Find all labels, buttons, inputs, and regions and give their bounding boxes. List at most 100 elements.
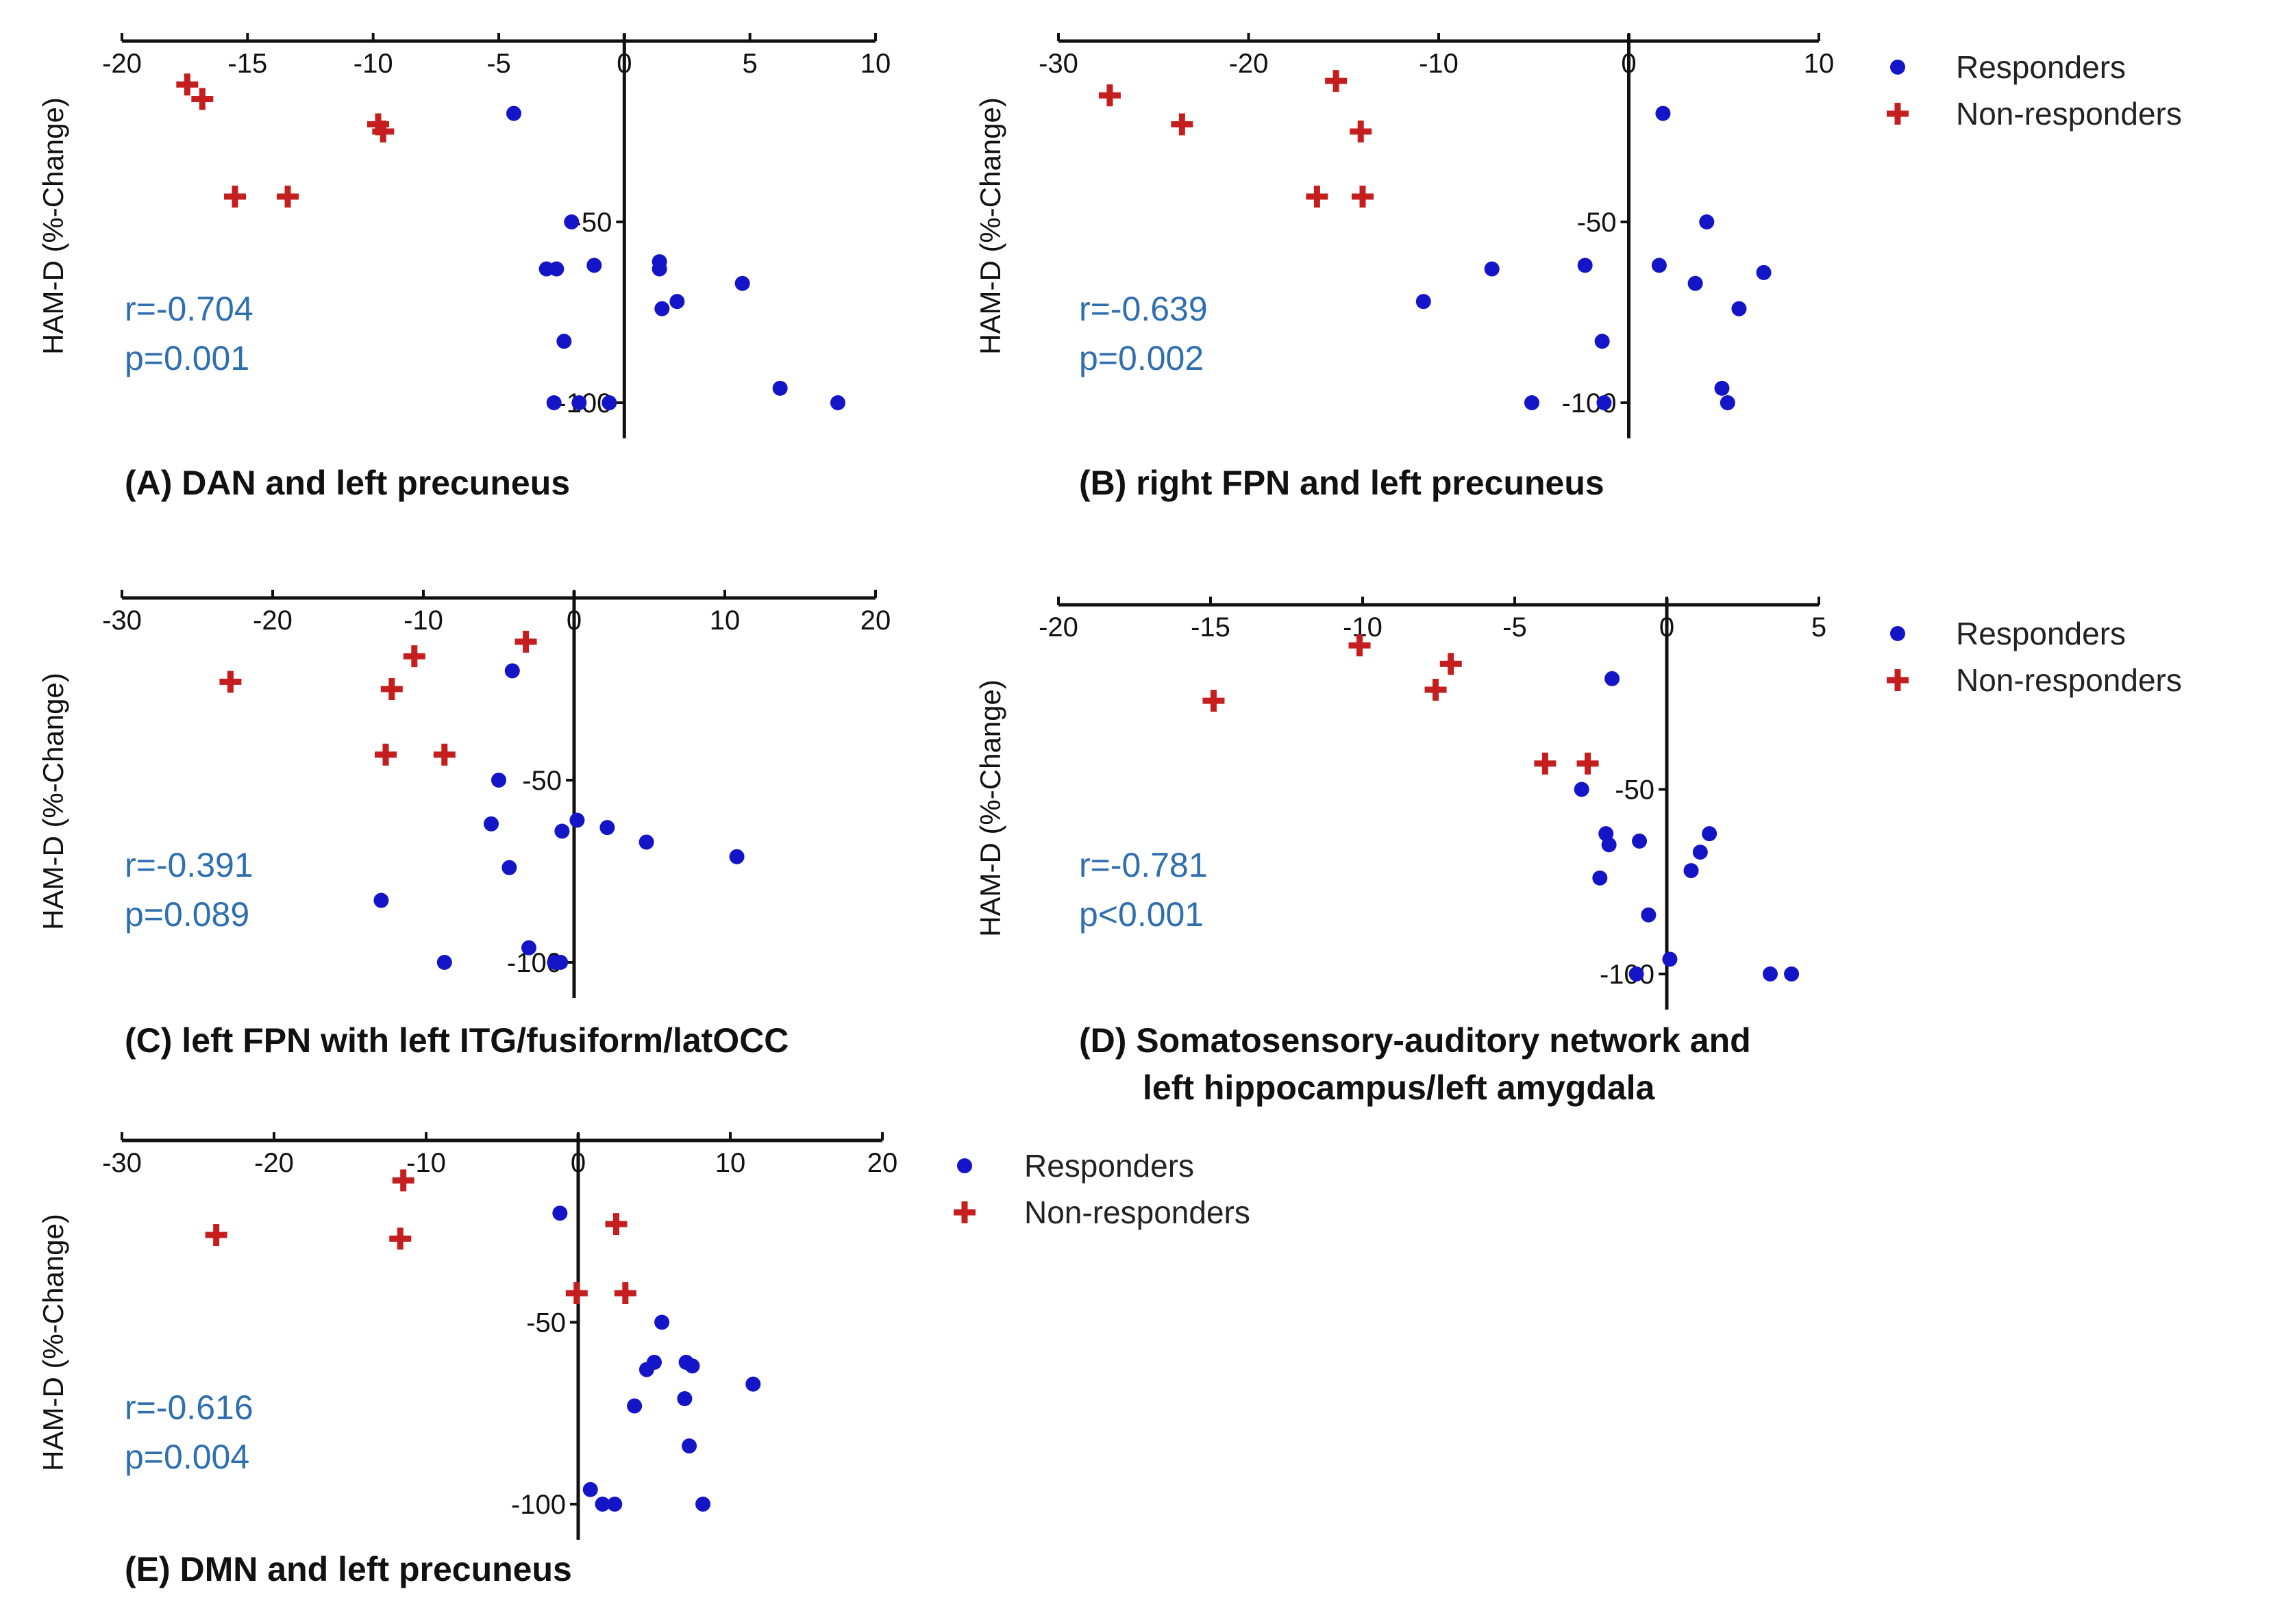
responder-point <box>1720 395 1735 410</box>
x-tick-label: -20 <box>253 605 293 636</box>
responder-point <box>1628 966 1644 982</box>
non-responder-point <box>372 121 395 142</box>
non-responder-point <box>1098 84 1121 107</box>
panel-d-r-value: r=-0.781 <box>1079 846 1208 884</box>
responder-point <box>627 1398 643 1414</box>
x-tick-label: -10 <box>404 605 443 636</box>
responder-point <box>373 892 389 908</box>
panel-c-ylabel: HAM-D (%-Change) <box>37 673 69 930</box>
responder-point <box>652 261 667 277</box>
responder-point <box>1702 826 1717 842</box>
x-tick-label: -20 <box>1039 612 1078 642</box>
responder-point <box>601 395 617 410</box>
responder-point <box>552 1205 568 1221</box>
responder-point <box>1601 837 1617 853</box>
panel-b: HAM-D (%-Change) r=-0.639 p=0.002 (B) ri… <box>974 33 2182 502</box>
panel-d-caption-line2: left hippocampus/left amygdala <box>1143 1069 1656 1107</box>
x-tick-label: -10 <box>406 1148 446 1178</box>
x-tick-label: 20 <box>867 1148 898 1178</box>
x-tick-label: -20 <box>102 49 142 79</box>
responder-point <box>506 105 521 121</box>
x-tick-label: 0 <box>617 49 632 79</box>
responder-point <box>1574 782 1589 797</box>
x-tick-label: -15 <box>1191 612 1230 642</box>
responder-point <box>677 1391 693 1407</box>
x-tick-label: -20 <box>254 1148 294 1178</box>
panel-d: HAM-D (%-Change) r=-0.781 p<0.001 (D) So… <box>974 597 2182 1107</box>
panel-b-legend: Responders Non-responders <box>1887 49 2182 132</box>
x-tick-label: -30 <box>1039 49 1078 79</box>
legend-responders-marker <box>957 1158 972 1173</box>
panel-c-plot: -30 -20 -10 0 10 20-50-100 <box>102 590 891 998</box>
x-tick-label: -5 <box>1502 612 1527 642</box>
panel-e-plot: -30 -20 -10 0 10 20-50-100 <box>102 1132 897 1540</box>
responder-point <box>772 380 788 396</box>
non-responder-point <box>1439 653 1462 675</box>
legend-non-responders-marker <box>1887 669 1909 691</box>
responder-point <box>1762 966 1778 982</box>
non-responder-point <box>191 88 214 110</box>
legend-non-responders-label: Non-responders <box>1956 662 2182 698</box>
panel-b-ylabel: HAM-D (%-Change) <box>974 97 1006 355</box>
responder-point <box>553 955 569 970</box>
responder-point <box>638 834 654 850</box>
legend-responders-marker <box>1890 60 1905 75</box>
panel-e: HAM-D (%-Change) r=-0.616 p=0.004 (E) DM… <box>37 1132 1250 1588</box>
panel-c-caption: (C) left FPN with left ITG/fusiform/latO… <box>125 1021 789 1060</box>
legend-responders-marker <box>1890 626 1905 641</box>
non-responder-point <box>565 1282 588 1305</box>
non-responder-point <box>605 1213 628 1236</box>
y-tick-label: -100 <box>1600 960 1654 990</box>
non-responder-point <box>403 645 425 668</box>
responder-point <box>745 1376 761 1392</box>
responder-point <box>1683 863 1699 879</box>
responder-point <box>654 1314 670 1330</box>
responder-point <box>734 275 750 291</box>
responder-point <box>1632 833 1648 849</box>
responder-point <box>1756 264 1772 280</box>
responder-point <box>830 395 845 410</box>
panel-d-caption-line1: (D) Somatosensory-auditory network and <box>1079 1021 1751 1060</box>
x-tick-label: 10 <box>1804 49 1835 79</box>
responder-point <box>436 955 452 970</box>
non-responder-point <box>1424 678 1447 701</box>
non-responder-point <box>224 186 246 208</box>
panel-a-ylabel: HAM-D (%-Change) <box>37 97 69 355</box>
panel-e-ylabel: HAM-D (%-Change) <box>37 1214 69 1471</box>
panel-c-r-value: r=-0.391 <box>125 846 253 884</box>
panel-b-plot: -30 -20 -10 0 10-50-100 <box>1039 33 1834 438</box>
responder-point <box>504 663 520 679</box>
x-tick-label: 20 <box>860 605 891 636</box>
responder-point <box>1524 395 1539 410</box>
panel-a-caption: (A) DAN and left precuneus <box>125 464 570 502</box>
panel-d-plot: -20 -15 -10 -5 0 5-50-100 <box>1039 597 1826 1010</box>
non-responder-point <box>1352 186 1374 208</box>
panel-e-p-value: p=0.004 <box>125 1438 249 1476</box>
responder-point <box>1784 966 1800 982</box>
panel-b-r-value: r=-0.639 <box>1079 290 1208 328</box>
non-responder-point <box>1576 752 1599 775</box>
panel-a-p-value: p=0.001 <box>125 339 249 377</box>
x-tick-label: -30 <box>102 1148 142 1178</box>
non-responder-point <box>1171 113 1193 136</box>
x-tick-label: -15 <box>227 49 267 79</box>
responder-point <box>607 1497 623 1512</box>
x-tick-label: 10 <box>860 49 891 79</box>
responder-point <box>1655 105 1671 121</box>
responder-point <box>1596 395 1612 410</box>
panel-e-caption: (E) DMN and left precuneus <box>125 1550 572 1588</box>
non-responder-point <box>1534 752 1557 775</box>
x-tick-label: -10 <box>1419 49 1459 79</box>
responder-point <box>729 849 745 864</box>
panel-d-legend: Responders Non-responders <box>1887 616 2182 698</box>
non-responder-point <box>1350 121 1372 142</box>
non-responder-point <box>614 1282 636 1305</box>
x-tick-label: -30 <box>102 605 142 636</box>
non-responder-point <box>1325 70 1348 92</box>
x-tick-label: 10 <box>710 605 741 636</box>
non-responder-point <box>1348 634 1371 657</box>
panel-e-legend: Responders Non-responders <box>954 1148 1250 1230</box>
responder-point <box>682 1438 697 1454</box>
responder-point <box>654 301 670 316</box>
responder-point <box>1731 301 1747 316</box>
